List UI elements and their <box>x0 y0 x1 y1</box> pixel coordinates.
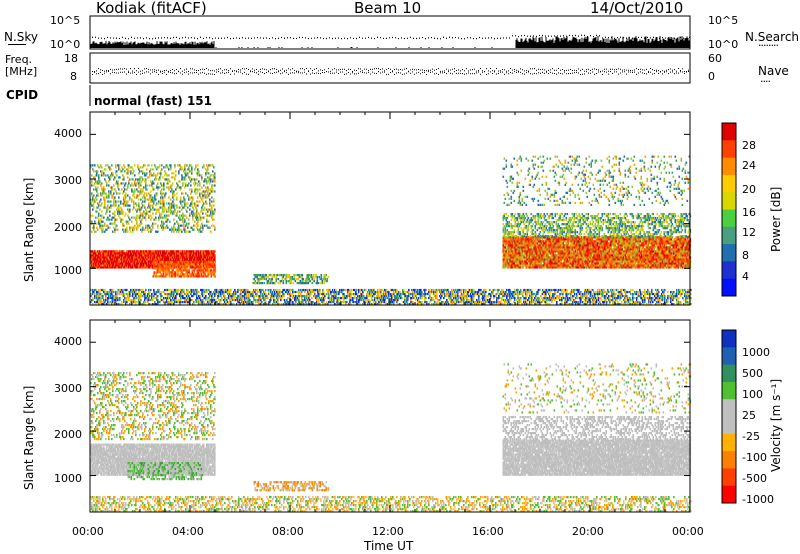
cb0-tick-28: 28 <box>742 139 756 152</box>
cb1-tick-neg500: -500 <box>742 472 767 485</box>
power-upper-late <box>503 156 691 206</box>
xtick-0400: 04:00 <box>172 525 204 538</box>
cb0-tick-8: 8 <box>742 249 749 262</box>
nsearch-series <box>92 35 690 38</box>
xtick-1600: 16:00 <box>472 525 504 538</box>
xtick-0800: 08:00 <box>272 525 304 538</box>
cb0-label: Power [dB] <box>769 187 783 252</box>
power-band-late <box>503 236 692 268</box>
cb1-tick-500: 500 <box>742 367 763 380</box>
p0-ytick-4000: 4000 <box>54 127 82 140</box>
cb1-tick-1000: 1000 <box>742 346 770 359</box>
xlabel: Time UT <box>364 539 413 553</box>
vel-mid-late <box>503 416 692 440</box>
cb1-tick-100: 100 <box>742 388 763 401</box>
power-mid-late <box>503 213 692 237</box>
p0-ytick-1000: 1000 <box>54 264 82 277</box>
cb0-tick-16: 16 <box>742 206 756 219</box>
power-mid-patch <box>253 274 330 284</box>
p0-ylabel: Slant Range [km] <box>22 178 36 282</box>
p1-ytick-1000: 1000 <box>54 472 82 485</box>
power-upper-early <box>90 164 216 233</box>
range-time-plot <box>0 0 800 554</box>
xtick-2400: 00:00 <box>672 525 704 538</box>
cb1-tick-neg25: -25 <box>742 430 760 443</box>
xtick-1200: 12:00 <box>372 525 404 538</box>
p0-ytick-3000: 3000 <box>54 174 82 187</box>
cb0-tick-24: 24 <box>742 159 756 172</box>
freq-series <box>92 69 689 72</box>
cb1-label: Velocity [m s⁻¹] <box>769 379 783 472</box>
cb1-tick-neg1000: -1000 <box>742 493 774 506</box>
freq-strip-frame <box>90 53 690 83</box>
vel-upper-late <box>503 363 692 413</box>
vel-mid-patch <box>254 481 330 491</box>
vel-band-late <box>503 440 692 476</box>
cb1-tick-neg100: -100 <box>742 451 767 464</box>
p1-ytick-2000: 2000 <box>54 428 82 441</box>
vel-band-early <box>90 444 216 476</box>
p0-ytick-2000: 2000 <box>54 221 82 234</box>
nave-series <box>92 72 689 75</box>
cb0-tick-20: 20 <box>742 183 756 196</box>
cb1-tick-25: 25 <box>742 409 756 422</box>
p1-ylabel: Slant Range [km] <box>22 386 36 490</box>
cb0-tick-12: 12 <box>742 226 756 239</box>
xtick-0000: 00:00 <box>72 525 104 538</box>
vel-upper-early <box>90 372 216 440</box>
power-colorbar <box>722 123 736 297</box>
vel-near-range <box>90 496 692 512</box>
xtick-2000: 20:00 <box>572 525 604 538</box>
cb0-tick-4: 4 <box>742 270 749 283</box>
velocity-colorbar <box>722 330 736 504</box>
power-near-range <box>90 289 692 305</box>
p1-ytick-4000: 4000 <box>54 335 82 348</box>
p1-ytick-3000: 3000 <box>54 382 82 395</box>
